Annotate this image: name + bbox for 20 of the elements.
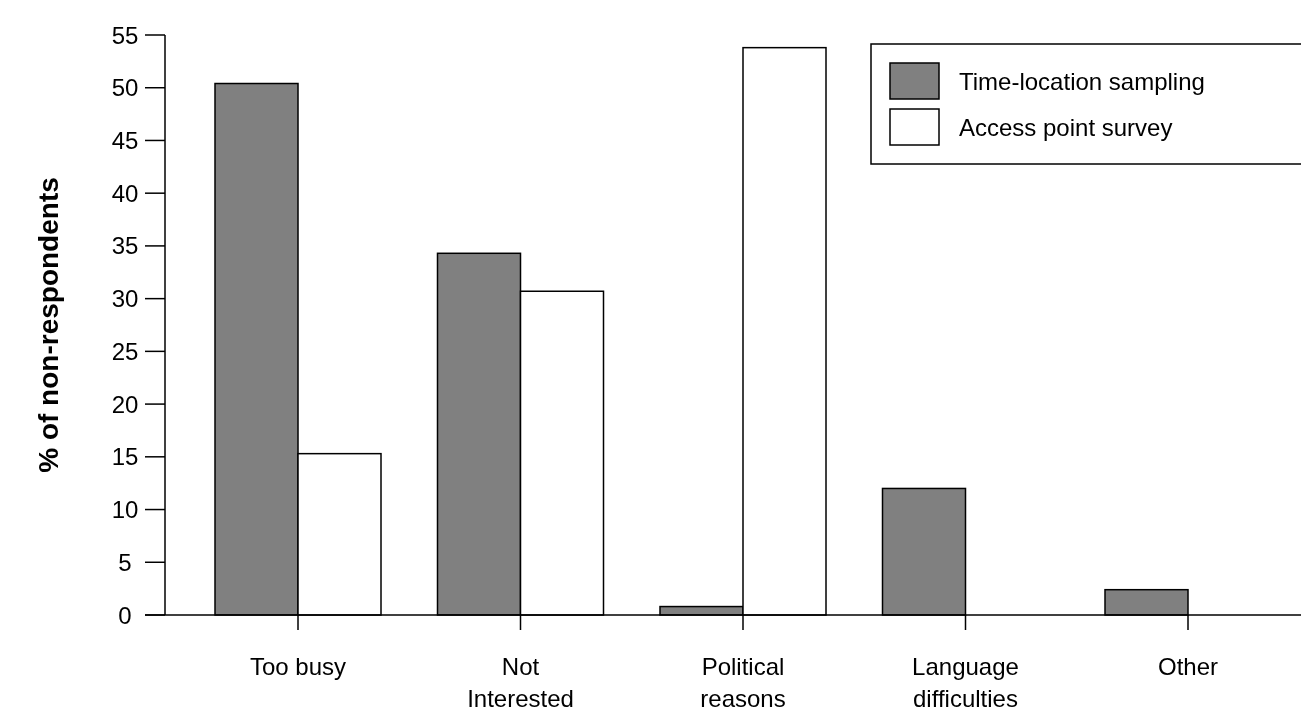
y-tick-label: 55 <box>111 21 139 49</box>
legend-label: Access point survey <box>959 113 1173 141</box>
x-tick-label: Not Interested <box>467 653 574 712</box>
y-tick-label: 50 <box>111 74 139 102</box>
y-tick-label: 10 <box>111 496 139 524</box>
y-tick-label: 5 <box>118 548 132 576</box>
y-axis-title: % of non-respondents <box>33 177 64 473</box>
y-tick-label: 35 <box>111 232 139 260</box>
y-tick-label: 45 <box>111 126 139 154</box>
y-tick-label: 15 <box>111 443 139 471</box>
y-tick-label: 0 <box>118 601 132 629</box>
y-tick-label: 40 <box>111 179 139 207</box>
y-tick-label: 25 <box>111 337 139 365</box>
x-tick-label: Other <box>1157 653 1219 680</box>
x-tick-label: Language difficulties <box>912 653 1019 712</box>
y-tick-label: 30 <box>111 285 139 313</box>
x-tick-label: Too busy <box>249 653 347 680</box>
legend-label: Time-location sampling <box>959 67 1205 95</box>
y-tick-label: 20 <box>111 390 139 418</box>
x-tick-label: Political reasons <box>700 653 786 712</box>
